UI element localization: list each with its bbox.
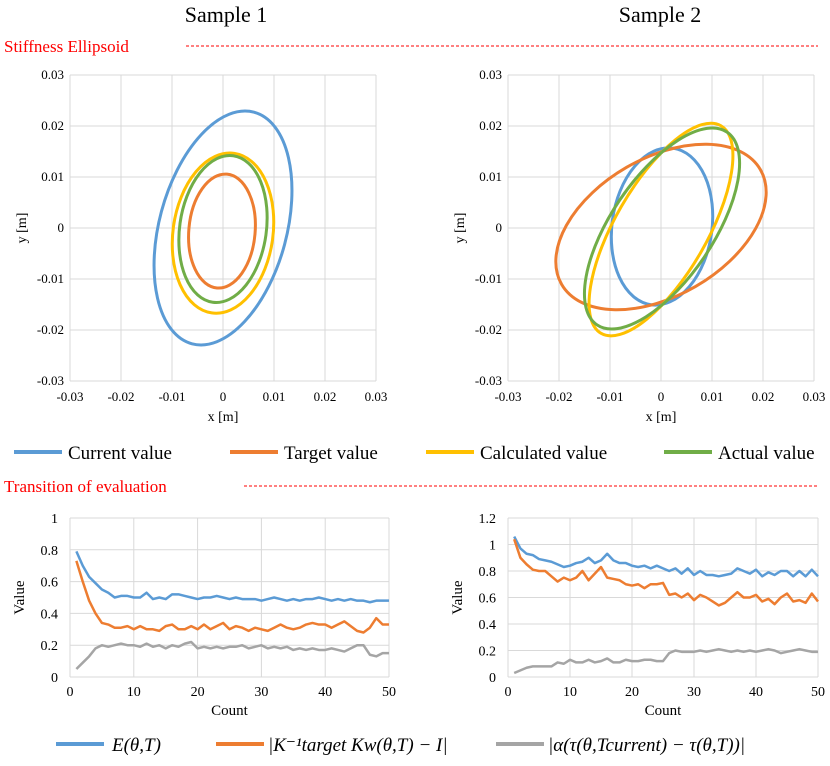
x-tick-label: 0 (658, 389, 665, 404)
y-tick-label: 0.02 (41, 118, 64, 133)
sample2-header: Sample 2 (619, 2, 702, 27)
ellipse-current-value (152, 109, 294, 347)
x-axis-label: x [m] (208, 410, 239, 425)
ellipse-actual-value (177, 154, 269, 304)
y-tick-label: 0.01 (479, 169, 502, 184)
series-stiffness-error (513, 538, 819, 607)
y-tick-label: 0.2 (479, 645, 497, 660)
legend-label: Calculated value (480, 443, 607, 464)
y-axis-label: Value (450, 580, 466, 614)
y-tick-label: 1 (51, 512, 58, 527)
x-axis-label: Count (211, 703, 249, 719)
x-tick-label: -0.01 (158, 389, 185, 404)
ellipse-actual-value (582, 126, 742, 331)
chart-ellipsoid-sample1: -0.03-0.03 -0.02 -0.02 -0.01 -0.01 0 0 0.01 0.01… (15, 67, 387, 425)
y-tick-label: 0.03 (41, 67, 64, 82)
series-stiffness-error (75, 560, 389, 634)
legend-ellipsoid: Current value Target value Calculated valu… (14, 443, 815, 464)
y-tick-label: -0.03 (475, 373, 502, 388)
x-tick-label: 0.02 (752, 389, 775, 404)
x-tick-label: 20 (625, 685, 639, 700)
legend-label: E(θ,T) (111, 735, 161, 756)
y-tick-label: 0.6 (41, 576, 59, 591)
y-tick-label: 0.6 (479, 592, 497, 607)
x-tick-label: 40 (749, 685, 763, 700)
y-tick-label: 0.2 (41, 639, 59, 654)
y-tick-label: 0.02 (479, 118, 502, 133)
x-tick-label: 50 (811, 685, 825, 700)
x-tick-label: 0 (220, 389, 227, 404)
ellipse-current-value (609, 146, 715, 307)
y-tick-label: -0.02 (37, 322, 64, 337)
ellipse-calculated-value (170, 151, 276, 315)
y-axis-label: y [m] (453, 213, 468, 244)
x-tick-label: 30 (254, 685, 268, 700)
x-tick-label: -0.03 (494, 389, 521, 404)
x-tick-label: 0 (67, 685, 74, 700)
section-title-ellipsoid: Stiffness Ellipsoid (4, 37, 129, 56)
series-energy (75, 550, 389, 604)
x-axis-label: x [m] (646, 410, 677, 425)
series-torque-error (513, 647, 818, 675)
sample1-header: Sample 1 (185, 2, 268, 27)
y-axis-label: Value (12, 580, 28, 614)
y-axis-label: y [m] (15, 213, 30, 244)
chart-ellipsoid-sample2: -0.03-0.03 -0.02 -0.02 -0.01 -0.01 0 0 0.01 0.01… (453, 67, 825, 425)
x-tick-label: 0.03 (365, 389, 388, 404)
y-tick-label: 0.8 (41, 544, 59, 559)
x-tick-label: -0.03 (56, 389, 83, 404)
y-tick-label: -0.03 (37, 373, 64, 388)
y-tick-label: -0.02 (475, 322, 502, 337)
legend-evaluation: E(θ,T) |K⁻¹target Kw(θ,T) − I| |α(τ(θ,Tcur… (56, 735, 745, 756)
legend-label: |α(τ(θ,Tcurrent) − τ(θ,T))| (548, 735, 745, 756)
y-tick-label: 0 (51, 671, 58, 686)
y-tick-label: 0 (496, 220, 503, 235)
section-title-transition: Transition of evaluation (4, 477, 167, 496)
y-tick-label: 1.2 (479, 512, 497, 527)
y-tick-label: 0.03 (479, 67, 502, 82)
ellipse-target-value (554, 142, 768, 312)
x-tick-label: 0.02 (314, 389, 337, 404)
y-tick-label: 0.01 (41, 169, 64, 184)
series-torque-error (75, 640, 389, 670)
y-tick-label: -0.01 (37, 271, 64, 286)
x-tick-label: -0.01 (596, 389, 623, 404)
x-tick-label: 0.03 (803, 389, 826, 404)
series-energy (513, 535, 819, 578)
y-tick-label: 1 (489, 539, 496, 554)
ellipse-target-value (187, 172, 257, 290)
legend-label: |K⁻¹target Kw(θ,T) − I| (268, 735, 448, 756)
x-axis-label: Count (645, 703, 683, 719)
legend-label: Target value (284, 443, 378, 464)
x-tick-label: 0.01 (701, 389, 724, 404)
legend-label: Current value (68, 443, 172, 464)
y-tick-label: 0.4 (41, 607, 59, 622)
x-tick-label: 0 (505, 685, 512, 700)
y-tick-label: 0.8 (479, 565, 497, 580)
ellipse-calculated-value (587, 121, 735, 338)
x-tick-label: 30 (687, 685, 701, 700)
x-tick-label: 40 (318, 685, 332, 700)
y-tick-label: 0 (58, 220, 65, 235)
legend-label: Actual value (718, 443, 815, 464)
x-tick-label: 50 (382, 685, 396, 700)
x-tick-label: 10 (563, 685, 577, 700)
y-tick-label: 0.4 (479, 618, 497, 633)
y-tick-label: 0 (489, 671, 496, 686)
x-tick-label: 10 (127, 685, 141, 700)
chart-evaluation-sample2: 0 0.2 0.4 0.6 0.8 1 1.2 0 10 20 30 40 50 Count Value (450, 512, 825, 719)
x-tick-label: -0.02 (107, 389, 134, 404)
y-tick-label: -0.01 (475, 271, 502, 286)
x-tick-label: 0.01 (263, 389, 286, 404)
x-tick-label: 20 (191, 685, 205, 700)
x-tick-label: -0.02 (545, 389, 572, 404)
